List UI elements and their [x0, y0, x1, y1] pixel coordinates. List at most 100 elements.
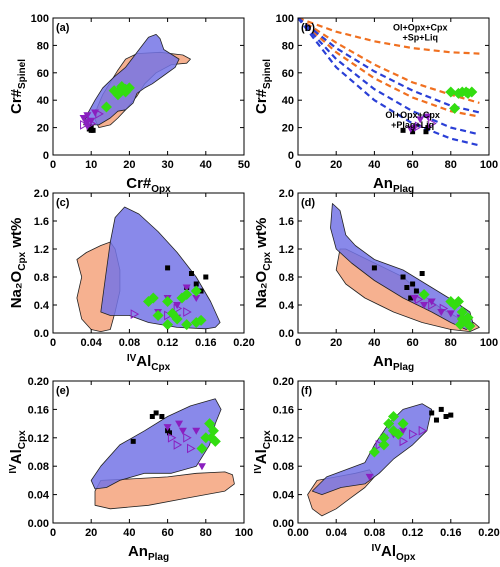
data-point: [420, 302, 429, 309]
x-axis-label: IVAlOpx: [372, 543, 416, 563]
y-tick-label: 1.6: [34, 216, 49, 228]
y-tick-label: 1.2: [34, 244, 49, 256]
field-region: [330, 203, 475, 330]
y-tick-label: 2.0: [279, 188, 294, 200]
y-tick-label: 0.4: [34, 300, 50, 312]
y-tick-label: 1.6: [279, 216, 294, 228]
model-curve: [298, 18, 480, 104]
data-point: [375, 440, 385, 450]
data-point: [196, 442, 208, 454]
y-axis-label: IVAlCpx: [8, 430, 28, 474]
y-tick-label: 0.04: [273, 490, 295, 502]
data-point: [365, 473, 374, 481]
data-point: [178, 427, 187, 435]
axes-frame: [297, 380, 490, 524]
y-tick-label: 80: [37, 40, 49, 52]
data-point: [192, 427, 201, 435]
data-point: [452, 296, 464, 307]
panel-5: 0.00 0.04 0.08 0.12 0.16 0.20 0.00 0.04 0.08 0.12…: [253, 376, 500, 563]
data-point: [419, 271, 425, 276]
data-point: [173, 440, 183, 450]
panel-label: (e): [56, 385, 70, 397]
data-point: [190, 285, 202, 297]
x-tick-label: 0.00: [287, 527, 308, 539]
data-point: [397, 418, 409, 430]
y-tick-label: 80: [282, 40, 294, 52]
y-axis-label: Na₂OCpx wt%: [253, 218, 273, 309]
data-point: [388, 411, 399, 422]
data-point: [399, 427, 408, 435]
data-point: [418, 289, 430, 300]
data-point: [162, 296, 174, 307]
plot-area: [307, 403, 454, 517]
y-tick-label: 0.04: [28, 490, 50, 502]
plot-area: [79, 34, 191, 133]
data-point: [176, 292, 188, 304]
model-curve: [298, 18, 480, 136]
data-point: [147, 292, 159, 304]
x-tick-label: 0.16: [440, 527, 461, 539]
x-tick-label: 40: [200, 159, 212, 171]
y-tick-label: 0.00: [28, 518, 49, 530]
data-point: [466, 86, 478, 98]
data-point: [464, 320, 476, 332]
y-tick-label: 20: [282, 123, 294, 135]
x-tick-label: 0.08: [119, 337, 140, 349]
data-point: [443, 414, 449, 419]
data-point: [166, 307, 178, 319]
data-point: [95, 109, 104, 119]
y-axis-label: Cr#Spinel: [8, 59, 28, 114]
y-tick-label: 0.8: [34, 272, 49, 284]
data-point: [428, 300, 437, 310]
x-tick-label: 80: [445, 337, 457, 349]
data-point: [414, 121, 424, 132]
data-point: [409, 429, 418, 440]
data-point: [413, 288, 419, 294]
data-point: [163, 424, 172, 432]
y-tick-label: 1.2: [279, 244, 294, 256]
y-tick-label: 60: [282, 68, 294, 80]
data-point: [423, 129, 429, 135]
y-tick-label: 0.16: [273, 404, 294, 416]
x-tick-label: 40: [368, 337, 380, 349]
x-axis-label: AnPlag: [373, 175, 414, 195]
data-point: [167, 430, 173, 436]
panel-label: (a): [56, 22, 70, 34]
plot-area: [90, 398, 235, 510]
data-point: [188, 271, 194, 276]
data-point: [152, 310, 164, 321]
data-point: [173, 302, 182, 309]
data-point: [414, 294, 424, 305]
data-point: [175, 420, 184, 428]
data-point: [182, 284, 191, 292]
data-point: [410, 129, 416, 135]
data-point: [378, 432, 390, 444]
x-tick-label: 0.12: [157, 337, 178, 349]
y-tick-label: 0.16: [28, 404, 49, 416]
data-point: [378, 439, 390, 451]
x-tick-label: 20: [330, 159, 342, 171]
x-tick-label: 100: [480, 337, 498, 349]
data-point: [408, 295, 414, 301]
data-point: [446, 310, 455, 318]
data-point: [173, 303, 183, 314]
data-point: [445, 86, 457, 98]
data-point: [120, 83, 132, 95]
field-region: [83, 34, 180, 126]
x-tick-label: 0.20: [478, 527, 499, 539]
axes-frame: [297, 17, 490, 156]
data-point: [392, 428, 404, 440]
model-curve: [298, 18, 480, 118]
panel-4: 0 20 40 60 80 100 0.00 0.04 0.08 0.12 0.16 0.20 (e) A…: [8, 376, 253, 563]
x-tick-label: 30: [161, 159, 173, 171]
data-point: [399, 436, 409, 447]
data-point: [162, 319, 174, 331]
data-point: [165, 265, 171, 271]
y-tick-label: 0.08: [28, 461, 49, 473]
data-point: [83, 123, 92, 131]
annotation: Ol+Opx+Cpx +Plag+Liq: [385, 110, 440, 130]
x-tick-label: 0: [50, 527, 56, 539]
data-point: [439, 303, 449, 314]
data-point: [195, 314, 207, 326]
data-point: [425, 125, 431, 131]
